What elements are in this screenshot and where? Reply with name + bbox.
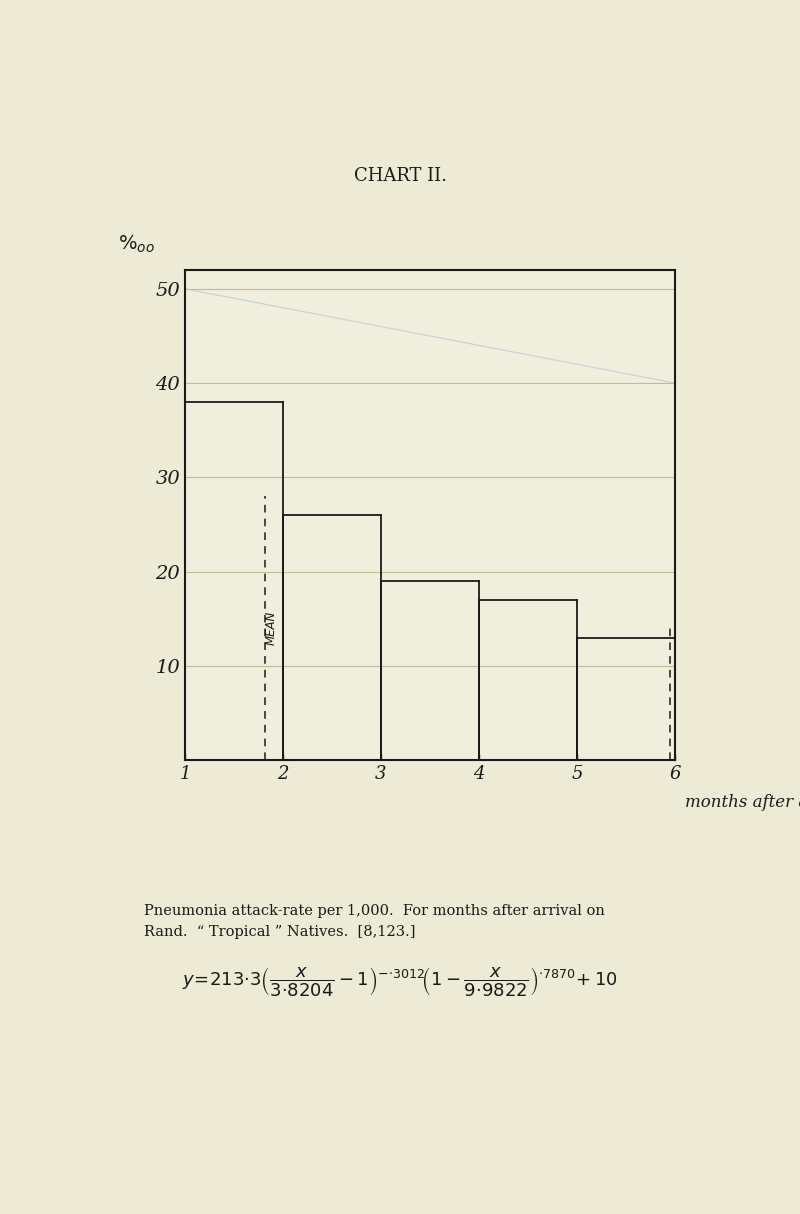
- Text: $y\!=\!213{\cdot}3\left(\dfrac{x}{3{\cdot}8204}-1\right)^{-{\cdot}3012}\!\left(1: $y\!=\!213{\cdot}3\left(\dfrac{x}{3{\cdo…: [182, 965, 618, 998]
- Text: months after arrival: months after arrival: [685, 794, 800, 811]
- Text: Pneumonia attack-rate per 1,000.  For months after arrival on: Pneumonia attack-rate per 1,000. For mon…: [144, 904, 605, 919]
- Text: Rand.  “ Tropical ” Natives.  [8,123.]: Rand. “ Tropical ” Natives. [8,123.]: [144, 925, 415, 940]
- Text: MEAN: MEAN: [265, 611, 278, 645]
- Text: $\%_{oo}$: $\%_{oo}$: [118, 234, 154, 255]
- Text: CHART II.: CHART II.: [354, 168, 446, 185]
